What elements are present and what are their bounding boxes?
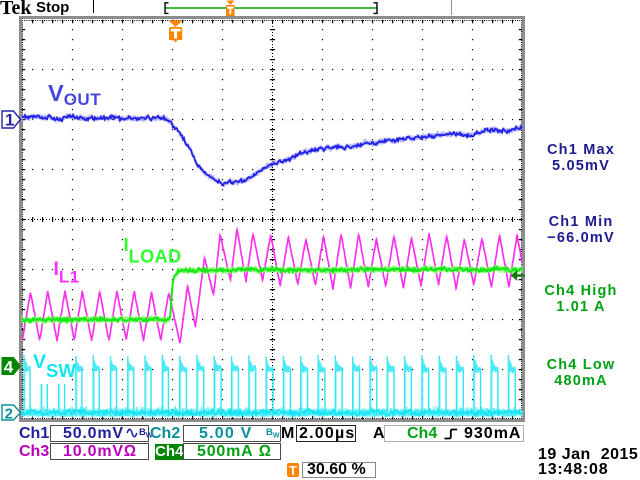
svg-text:1: 1 [5, 111, 14, 130]
svg-text:2: 2 [5, 406, 13, 423]
svg-text:4: 4 [4, 358, 14, 377]
